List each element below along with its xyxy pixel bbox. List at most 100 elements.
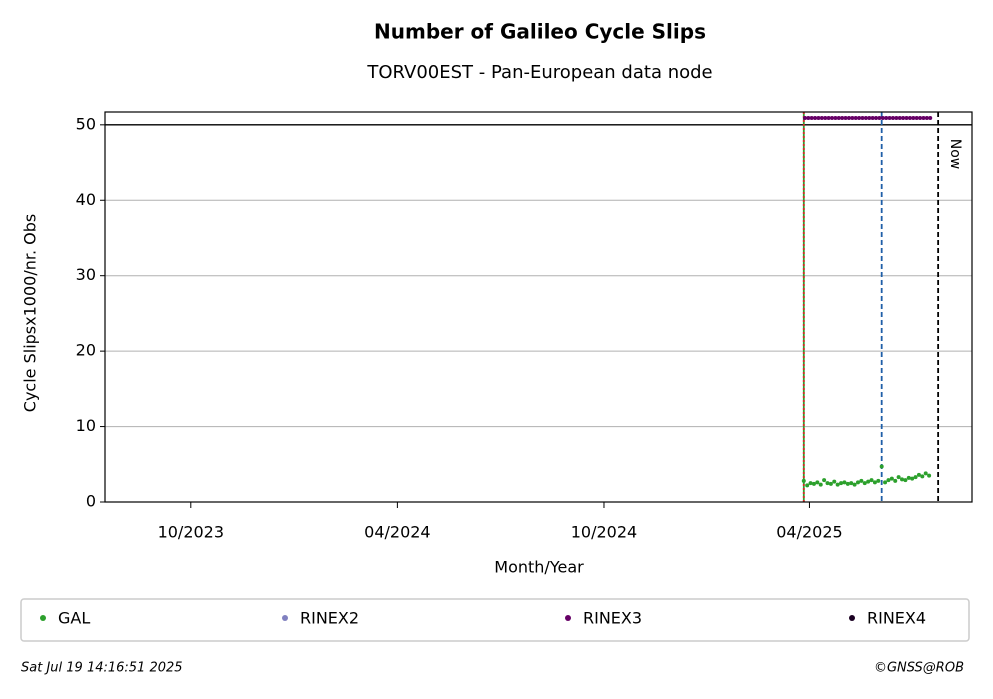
data-point xyxy=(906,475,911,480)
data-point xyxy=(852,482,857,487)
data-point xyxy=(855,480,860,485)
data-point xyxy=(913,475,918,480)
chart-title: Number of Galileo Cycle Slips xyxy=(374,20,706,44)
data-point xyxy=(818,482,823,487)
data-point xyxy=(806,116,811,121)
legend-label: RINEX2 xyxy=(300,609,359,628)
data-point xyxy=(828,481,833,486)
data-point xyxy=(916,472,921,477)
data-point xyxy=(920,474,925,479)
data-point xyxy=(877,116,882,121)
legend-marker xyxy=(849,615,855,621)
data-point xyxy=(835,482,840,487)
x-tick-label: 10/2023 xyxy=(158,523,224,542)
data-point xyxy=(928,116,933,121)
data-point xyxy=(901,116,906,121)
data-point xyxy=(830,116,835,121)
data-point xyxy=(867,116,872,121)
data-point xyxy=(894,116,899,121)
data-point xyxy=(816,116,821,121)
chart-subtitle: TORV00EST - Pan-European data node xyxy=(366,62,712,83)
data-point xyxy=(826,116,831,121)
data-point xyxy=(900,477,905,482)
data-point xyxy=(860,116,865,121)
data-point xyxy=(921,116,926,121)
data-point xyxy=(876,478,881,483)
data-point xyxy=(832,479,837,484)
legend-label: RINEX4 xyxy=(867,609,926,628)
y-tick-label: 40 xyxy=(76,190,96,209)
data-point xyxy=(805,483,810,488)
legend-marker xyxy=(282,615,288,621)
legend-marker xyxy=(40,615,46,621)
y-tick-label: 10 xyxy=(76,416,96,435)
data-point xyxy=(811,481,816,486)
data-point xyxy=(887,116,892,121)
legend-box xyxy=(20,598,970,642)
data-point xyxy=(862,481,867,486)
data-point xyxy=(893,478,898,483)
data-point xyxy=(886,478,891,483)
data-point xyxy=(849,481,854,486)
data-point xyxy=(880,116,885,121)
data-point xyxy=(897,116,902,121)
x-axis-label: Month/Year xyxy=(494,558,584,577)
data-point xyxy=(801,478,806,483)
data-point xyxy=(843,116,848,121)
data-point xyxy=(802,116,807,121)
data-point xyxy=(822,478,827,483)
y-tick-label: 0 xyxy=(86,492,96,511)
data-point xyxy=(910,476,915,481)
data-point xyxy=(825,481,830,486)
data-point xyxy=(809,116,814,121)
data-point xyxy=(839,481,844,486)
data-point xyxy=(813,116,818,121)
x-tick-label: 04/2025 xyxy=(776,523,842,542)
data-point xyxy=(903,478,908,483)
data-point xyxy=(911,116,916,121)
data-point xyxy=(808,481,813,486)
data-point xyxy=(863,116,868,121)
data-point xyxy=(918,116,923,121)
data-point xyxy=(890,116,895,121)
x-tick-label: 04/2024 xyxy=(364,523,430,542)
legend-label: RINEX3 xyxy=(583,609,642,628)
data-point xyxy=(879,464,884,469)
data-point xyxy=(859,478,864,483)
data-point xyxy=(840,116,845,121)
data-point xyxy=(927,473,932,478)
data-point xyxy=(823,116,828,121)
y-tick-label: 50 xyxy=(76,114,96,133)
data-point xyxy=(836,116,841,121)
data-point xyxy=(833,116,838,121)
data-point xyxy=(896,475,901,480)
data-point xyxy=(924,116,929,121)
y-tick-label: 30 xyxy=(76,265,96,284)
data-point xyxy=(884,116,889,121)
y-axis-label: Cycle Slipsx1000/nr. Obs xyxy=(21,214,40,412)
data-point xyxy=(907,116,912,121)
data-point xyxy=(872,480,877,485)
data-point xyxy=(853,116,858,121)
footer-date: Sat Jul 19 14:16:51 2025 xyxy=(21,661,183,676)
data-point xyxy=(874,116,879,121)
data-point xyxy=(866,479,871,484)
legend-label: GAL xyxy=(58,609,90,628)
data-point xyxy=(889,476,894,481)
legend-marker xyxy=(565,615,571,621)
plot-frame xyxy=(104,111,973,503)
y-tick-label: 20 xyxy=(76,341,96,360)
data-point xyxy=(846,116,851,121)
x-tick-label: 10/2024 xyxy=(571,523,637,542)
data-point xyxy=(815,480,820,485)
data-point xyxy=(870,116,875,121)
data-point xyxy=(857,116,862,121)
data-point xyxy=(914,116,919,121)
data-point xyxy=(869,478,874,483)
data-point xyxy=(883,480,888,485)
data-point xyxy=(904,116,909,121)
data-point xyxy=(845,481,850,486)
event-label: Now xyxy=(947,139,963,170)
footer-copyright: ©GNSS@ROB xyxy=(874,661,964,676)
